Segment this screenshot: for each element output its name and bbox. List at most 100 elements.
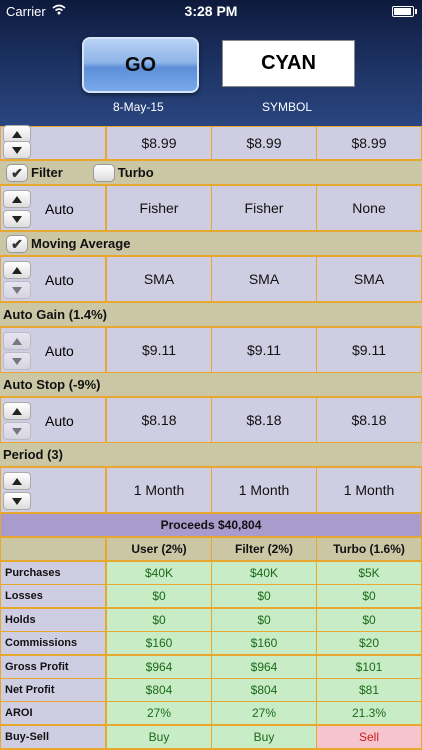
- filter-mode: Auto: [45, 201, 74, 217]
- table-row: AROI 27% 27% 21.3%: [0, 701, 422, 726]
- turbo-checkbox[interactable]: [92, 163, 115, 182]
- wifi-icon: [52, 4, 66, 15]
- gain-row: Auto $9.11 $9.11 $9.11: [0, 327, 422, 373]
- ma-label: Moving Average: [31, 236, 131, 251]
- row-label: Holds: [0, 607, 106, 632]
- stop-filter: $8.18: [211, 397, 317, 443]
- row-label: Gross Profit: [0, 654, 106, 679]
- battery-icon: [392, 6, 417, 17]
- column-user: User (2%): [106, 537, 212, 561]
- stepper-down-icon[interactable]: [3, 210, 31, 228]
- app-header: Carrier 3:28 PM GO CYAN 8-May-15 SYMBOL: [0, 0, 422, 126]
- table-cell: $804: [106, 678, 212, 702]
- filter-section-header: ✔ Filter Turbo: [0, 161, 422, 185]
- clock: 3:28 PM: [184, 3, 238, 19]
- results-corner: [0, 537, 106, 561]
- table-cell: Sell: [316, 724, 422, 749]
- table-cell: Buy: [106, 724, 212, 749]
- stop-user: $8.18: [106, 397, 212, 443]
- stop-row: Auto $8.18 $8.18 $8.18: [0, 397, 422, 443]
- gain-filter: $9.11: [211, 327, 317, 373]
- stepper-down-icon[interactable]: [3, 141, 31, 159]
- price-row: $8.99 $8.99 $8.99: [0, 125, 422, 160]
- ma-stepper[interactable]: Auto: [0, 256, 106, 302]
- table-cell: $40K: [211, 561, 317, 585]
- ma-row: Auto SMA SMA SMA: [0, 256, 422, 302]
- ma-mode: Auto: [45, 272, 74, 288]
- row-label: AROI: [0, 701, 106, 726]
- period-section-header: Period (3): [0, 443, 422, 467]
- stepper-up-icon[interactable]: [3, 472, 31, 490]
- filter-stepper[interactable]: Auto: [0, 185, 106, 231]
- gain-section-header: Auto Gain (1.4%): [0, 303, 422, 327]
- stepper-down-icon[interactable]: [3, 422, 31, 440]
- table-cell: $0: [316, 584, 422, 609]
- filter-checkbox[interactable]: ✔: [6, 163, 28, 182]
- price-user: $8.99: [106, 126, 212, 160]
- table-cell: $20: [316, 631, 422, 656]
- table-cell: $40K: [106, 561, 212, 585]
- symbol-label: SYMBOL: [262, 100, 313, 114]
- stop-mode: Auto: [45, 413, 74, 429]
- table-row: Buy-Sell Buy Buy Sell: [0, 724, 422, 749]
- row-label: Net Profit: [0, 678, 106, 702]
- filter-label: Filter: [31, 165, 63, 180]
- price-stepper[interactable]: [0, 125, 106, 160]
- stepper-up-icon[interactable]: [3, 332, 31, 350]
- stepper-up-icon[interactable]: [3, 261, 31, 279]
- stepper-up-icon[interactable]: [3, 402, 31, 420]
- table-cell: Buy: [211, 724, 317, 749]
- table-cell: $101: [316, 654, 422, 679]
- carrier-label: Carrier: [6, 4, 46, 19]
- period-filter: 1 Month: [211, 467, 317, 513]
- table-row: Commissions $160 $160 $20: [0, 631, 422, 656]
- proceeds-title: Proceeds $40,804: [0, 513, 422, 537]
- table-cell: $0: [106, 607, 212, 632]
- ma-checkbox[interactable]: ✔: [6, 234, 28, 253]
- gain-user: $9.11: [106, 327, 212, 373]
- stepper-up-icon[interactable]: [3, 190, 31, 208]
- filter-filter: Fisher: [211, 185, 317, 231]
- table-cell: $81: [316, 678, 422, 702]
- gain-stepper[interactable]: Auto: [0, 327, 106, 373]
- period-stepper[interactable]: [0, 467, 106, 513]
- ma-section-header: ✔ Moving Average: [0, 232, 422, 256]
- stop-turbo: $8.18: [316, 397, 422, 443]
- row-label: Losses: [0, 584, 106, 609]
- table-row: Losses $0 $0 $0: [0, 584, 422, 609]
- row-label: Commissions: [0, 631, 106, 656]
- symbol-input[interactable]: CYAN: [222, 40, 355, 87]
- price-turbo: $8.99: [316, 126, 422, 160]
- turbo-label: Turbo: [117, 165, 154, 180]
- stepper-down-icon[interactable]: [3, 281, 31, 299]
- column-filter: Filter (2%): [211, 537, 317, 561]
- ma-user: SMA: [106, 256, 212, 302]
- price-filter: $8.99: [211, 126, 317, 160]
- table-cell: $0: [211, 607, 317, 632]
- row-label: Buy-Sell: [0, 724, 106, 749]
- status-bar: Carrier 3:28 PM: [0, 0, 422, 22]
- go-button[interactable]: GO: [82, 37, 199, 93]
- stepper-down-icon[interactable]: [3, 492, 31, 510]
- date-label: 8-May-15: [113, 100, 164, 114]
- table-row: Gross Profit $964 $964 $101: [0, 654, 422, 679]
- table-cell: 21.3%: [316, 701, 422, 726]
- stop-stepper[interactable]: Auto: [0, 397, 106, 443]
- table-cell: $160: [211, 631, 317, 656]
- table-cell: $964: [106, 654, 212, 679]
- period-row: 1 Month 1 Month 1 Month: [0, 467, 422, 513]
- gain-turbo: $9.11: [316, 327, 422, 373]
- table-cell: $964: [211, 654, 317, 679]
- table-cell: 27%: [106, 701, 212, 726]
- table-row: Holds $0 $0 $0: [0, 607, 422, 632]
- results-header-row: User (2%) Filter (2%) Turbo (1.6%): [0, 537, 422, 561]
- period-turbo: 1 Month: [316, 467, 422, 513]
- ma-turbo: SMA: [316, 256, 422, 302]
- table-cell: $0: [316, 607, 422, 632]
- table-cell: $160: [106, 631, 212, 656]
- stepper-down-icon[interactable]: [3, 352, 31, 370]
- period-user: 1 Month: [106, 467, 212, 513]
- gain-mode: Auto: [45, 343, 74, 359]
- table-cell: $0: [106, 584, 212, 609]
- table-cell: $5K: [316, 561, 422, 585]
